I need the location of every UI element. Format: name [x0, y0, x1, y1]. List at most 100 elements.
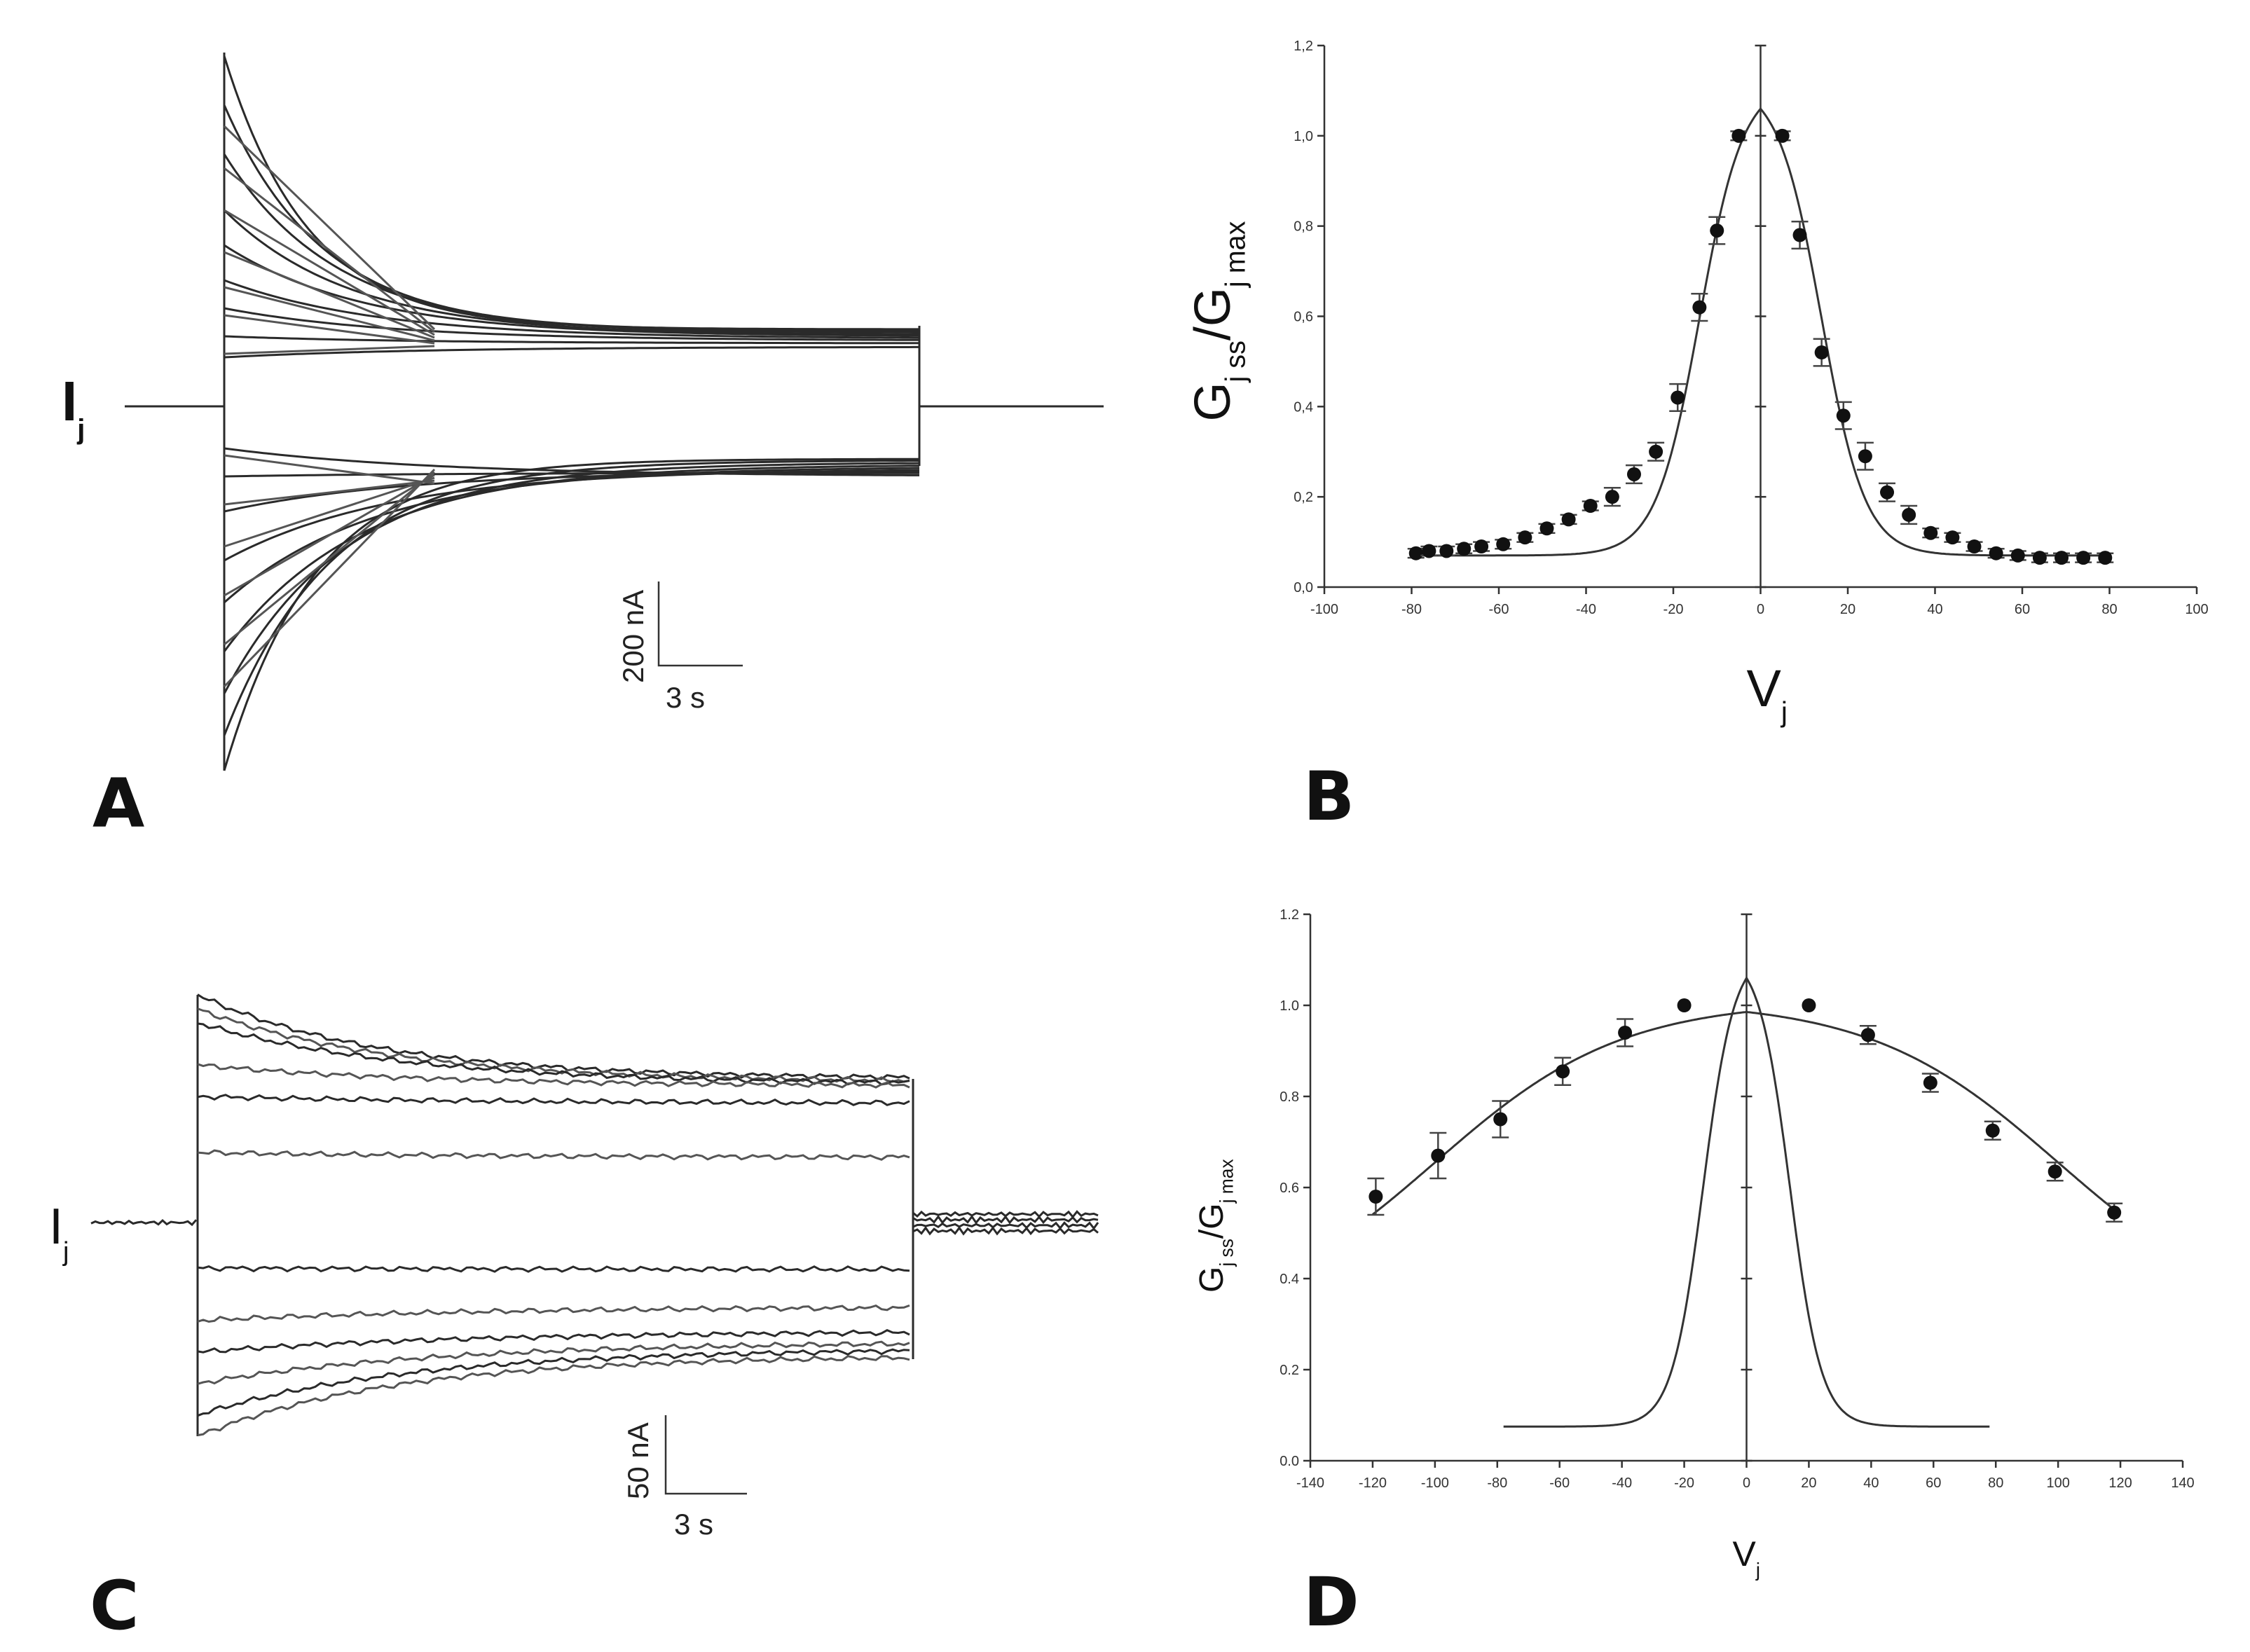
panel-d-fit-curve-narrow [1503, 975, 1990, 1428]
panel-b-x-tick-label: -60 [1489, 602, 1509, 617]
panel-b-data-point-4 [1474, 539, 1489, 554]
panel-d-data-point-3 [1556, 1064, 1570, 1079]
panel-b-data-point-26 [1967, 539, 1982, 554]
panel-b-data-point-5 [1496, 537, 1511, 551]
panel-b-x-tick-label: 0 [1757, 602, 1764, 617]
panel-b-y-axis-label-part-0: G [1185, 382, 1241, 421]
panel-d-y-tick-label: 0.6 [1280, 1181, 1299, 1196]
panel-b-data-point-7 [1539, 521, 1554, 536]
panel-a-trace-outward-4 [224, 244, 919, 337]
panel-a-fast-trace-up-1 [224, 167, 435, 333]
panel-a-trace-inward-5 [224, 469, 920, 562]
panel-a-trace-inward-2 [223, 462, 920, 694]
panel-b-data-point-1 [1422, 544, 1436, 558]
panel-c-trace-6 [197, 1265, 910, 1273]
panel-a-trace-outward-5 [224, 279, 919, 339]
panel-c-trace-label: Ij [49, 1199, 69, 1267]
panel-c-letter: C [90, 1567, 139, 1645]
panel-a-scale-y-label: 200 nA [617, 590, 650, 683]
panel-d-y-tick-label: 0.8 [1280, 1089, 1299, 1105]
panel-a-fast-trace-down-2 [224, 476, 435, 548]
panel-b-x-tick-label: -40 [1576, 602, 1596, 617]
panel-b-chart: -100 -80 -60 -40 -20 0 20 40 60 80 100 0,0 0,2 0,4 0,6… [1185, 39, 2209, 728]
panel-a-fast-trace-down-1 [224, 479, 435, 506]
panel-d-data-point-1 [1431, 1148, 1446, 1163]
panel-b-y-tick-label: 0,8 [1294, 219, 1313, 235]
panel-d-y-axis-label-part-3: j max [1216, 1159, 1237, 1204]
panel-a-trace-outward-7 [224, 335, 919, 345]
panel-a-letter: A [92, 764, 144, 843]
panel-b-data-point-28 [2010, 548, 2025, 563]
panel-c-baseline-right-3 [912, 1226, 1099, 1236]
panel-b-data-point-8 [1561, 512, 1576, 527]
panel-b-x-tick-label: 40 [1927, 602, 1942, 617]
panel-d-data-point-9 [1985, 1123, 2000, 1138]
panel-d-fit-curve-wide [1372, 1010, 2121, 1216]
panel-d-letter: D [1303, 1563, 1359, 1641]
panel-b-data-point-22 [1880, 485, 1895, 500]
panel-c: Ij 50 nA 3 s C [49, 993, 1099, 1645]
panel-c-scale-y-label: 50 nA [622, 1422, 654, 1499]
panel-d-y-tick-label: 1.0 [1280, 998, 1299, 1014]
panel-b-data-point-30 [2055, 551, 2069, 565]
panel-b-data-point-19 [1814, 345, 1829, 360]
panel-d-x-tick-label: 40 [1863, 1475, 1879, 1491]
panel-d-data-point-10 [2047, 1164, 2062, 1179]
panel-a-fast-trace-up-3 [224, 251, 435, 339]
panel-d-y-tick-label: 0.0 [1280, 1454, 1299, 1469]
panel-a-scale-bar: 200 nA 3 s [617, 581, 743, 714]
panel-d-x-tick-label: -140 [1296, 1475, 1324, 1491]
panel-b-data-point-15 [1710, 223, 1724, 238]
panel-d-x-tick-label: -100 [1421, 1475, 1449, 1491]
panel-a-trace-inward-1 [223, 460, 919, 736]
panel-c-trace-7 [197, 1304, 910, 1323]
panel-a-trace-outward-3 [223, 209, 920, 336]
panel-c-trace-4 [197, 1094, 910, 1106]
panel-d-x-tick-label: -80 [1487, 1475, 1507, 1491]
panel-b-data-point-25 [1945, 530, 1960, 545]
panel-d-x-axis-label-sub: j [1755, 1559, 1760, 1581]
panel-d-data-point-0 [1368, 1190, 1383, 1204]
panel-a-trace-outward-6 [224, 307, 920, 341]
panel-d-data-point-8 [1923, 1075, 1937, 1090]
panel-d-x-tick-label: 20 [1801, 1475, 1816, 1491]
panel-c-trace-1 [197, 1007, 910, 1083]
panel-b-letter: B [1303, 757, 1354, 836]
panel-b-x-tick-label: -100 [1310, 602, 1338, 617]
panel-d-x-tick-label: 100 [2046, 1475, 2069, 1491]
panel-d-data-point-5 [1677, 998, 1692, 1012]
panel-c-trace-9 [197, 1340, 910, 1385]
panel-b-x-tick-label: 80 [2101, 602, 2117, 617]
panel-b-data-point-31 [2076, 551, 2091, 565]
panel-c-trace-10 [197, 1348, 910, 1417]
panel-b-y-axis-label-part-2: /G [1185, 287, 1241, 340]
panel-a-fast-trace-down-5 [223, 468, 436, 688]
panel-d-x-tick-label: -40 [1612, 1475, 1632, 1491]
panel-c-scale-x-label: 3 s [674, 1508, 713, 1541]
panel-a-trace-label-main: I [62, 370, 77, 432]
panel-d-data-point-11 [2107, 1205, 2122, 1220]
panel-c-baseline-left [90, 1218, 198, 1227]
panel-c-baseline-right-2 [912, 1221, 1099, 1230]
panel-b-data-point-32 [2098, 551, 2113, 565]
panel-a-fast-trace-up-0 [223, 125, 436, 331]
panel-a-fast-trace-up-2 [224, 209, 435, 336]
panel-a-trace-outward-1 [223, 104, 919, 332]
panel-b-y-axis-label-part-3: j max [1221, 221, 1251, 288]
panel-a-trace-label: Ij [62, 370, 85, 445]
panel-c-trace-8 [197, 1329, 910, 1354]
panel-b-y-tick-label: 1,2 [1294, 39, 1313, 54]
panel-d-x-axis-label: Vj [1733, 1534, 1760, 1581]
panel-a-trace-outward-2 [223, 153, 919, 333]
panel-a: Ij 200 nA 3 s A [62, 53, 1104, 843]
panel-a-trace-inward-8 [224, 447, 919, 476]
panel-d-x-tick-label: 80 [1988, 1475, 2003, 1491]
panel-c-trace-2 [197, 1022, 910, 1086]
panel-c-trace-3 [197, 1063, 910, 1089]
panel-c-trace-11 [197, 1355, 910, 1437]
panel-b-data-point-11 [1626, 467, 1641, 481]
panel-d-data-point-7 [1860, 1028, 1875, 1042]
panel-b-y-tick-label: 0,4 [1294, 399, 1313, 415]
panel-b-data-point-24 [1923, 525, 1938, 540]
